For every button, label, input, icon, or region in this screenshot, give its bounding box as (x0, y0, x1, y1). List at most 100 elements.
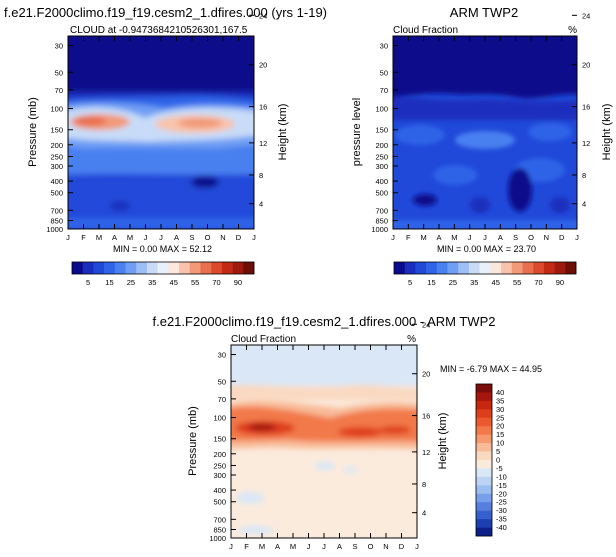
pressure-tick-label: 200 (213, 450, 226, 459)
month-label: J (322, 542, 326, 551)
pressure-tick-label: 700 (50, 206, 63, 215)
colorbar-frame (393, 261, 577, 275)
colorbar-label: 35 (148, 278, 156, 287)
month-label: O (205, 233, 211, 242)
colorbar-label: 35 (470, 278, 478, 287)
colorbar-label: -30 (496, 506, 507, 515)
colorbar-swatch (476, 426, 492, 435)
pressure-tick-label: 100 (50, 105, 63, 114)
colorbar-swatch (476, 392, 492, 402)
colorbar-label: 10 (496, 439, 504, 448)
colorbar-swatch (490, 262, 502, 274)
colorbar-swatch (476, 502, 492, 511)
pressure-tick-label: 400 (50, 177, 63, 186)
colorbar-label: 55 (513, 278, 521, 287)
height-tick-label: 20 (582, 61, 590, 70)
pressure-tick-label: 850 (213, 525, 226, 534)
colorbar-label: -5 (496, 464, 503, 473)
month-label: A (436, 233, 441, 242)
colorbar-label: 15 (496, 430, 504, 439)
month-label: J (575, 233, 579, 242)
colorbar-swatch (179, 262, 191, 274)
pressure-tick-label: 100 (213, 414, 226, 423)
pressure-tick-label: 250 (213, 461, 226, 470)
month-label: S (513, 233, 518, 242)
month-label: F (81, 233, 86, 242)
model-stats: MIN = 0.00 MAX = 52.12 (113, 244, 212, 254)
colorbar-swatch (104, 262, 116, 274)
model-subtitle-left: CLOUD at -0.9473684210526301,167.5 (70, 25, 248, 36)
obs-ylabel: pressure level (351, 98, 363, 166)
colorbar-swatch (93, 262, 105, 274)
pressure-tick-label: 150 (375, 126, 388, 135)
month-label: A (112, 233, 117, 242)
height-tick-label: 8 (582, 171, 586, 180)
diff-subtitle-right: % (407, 334, 416, 345)
month-label: J (468, 233, 472, 242)
month-label: D (399, 542, 405, 551)
pressure-tick-label: 50 (218, 377, 226, 386)
height-tick-label: 4 (582, 200, 586, 209)
colorbar-label: -25 (496, 498, 507, 507)
model-ylabel: Pressure (mb) (27, 97, 39, 167)
colorbar-swatch (476, 493, 492, 503)
colorbar-label: 40 (496, 388, 504, 397)
model-panel: f.e21.F2000climo.f19_f19.cesm2_1.dfires.… (4, 5, 327, 287)
colorbar-swatch (476, 485, 492, 495)
colorbar-label: 90 (556, 278, 564, 287)
colorbar-swatch (168, 262, 180, 274)
month-label: M (451, 233, 457, 242)
height-tick-label: 12 (422, 448, 430, 457)
colorbar-swatch (221, 262, 233, 274)
pressure-tick-label: 1000 (209, 534, 226, 543)
month-label: M (127, 233, 133, 242)
colorbar-label: 5 (86, 278, 90, 287)
colorbar-label: -15 (496, 481, 507, 490)
pressure-tick-label: 1000 (46, 225, 63, 234)
diff-stats: MIN = -6.79 MAX = 44.95 (440, 364, 542, 374)
pressure-tick-label: 50 (55, 68, 63, 77)
height-tick-label: 24 (422, 320, 430, 329)
colorbar-swatch (426, 262, 438, 274)
colorbar-swatch (189, 262, 201, 274)
month-label: J (66, 233, 70, 242)
pressure-tick-label: 30 (218, 351, 226, 360)
pressure-tick-label: 850 (50, 216, 63, 225)
month-label: J (252, 233, 256, 242)
model-colorbar: 5 15 25 35 45 55 70 90 (71, 261, 255, 287)
colorbar-swatch (479, 262, 491, 274)
colorbar-label: 25 (127, 278, 135, 287)
pressure-tick-label: 700 (213, 515, 226, 524)
pressure-tick-label: 250 (50, 152, 63, 161)
month-label: N (220, 233, 225, 242)
colorbar-swatch (125, 262, 137, 274)
pressure-tick-label: 30 (380, 42, 388, 51)
colorbar-swatch (211, 262, 223, 274)
colorbar-swatch (476, 409, 492, 419)
height-tick-label: 16 (422, 412, 430, 421)
pressure-tick-label: 70 (380, 86, 388, 95)
colorbar-label: 15 (427, 278, 435, 287)
pressure-tick-label: 150 (50, 126, 63, 135)
pressure-tick-label: 30 (55, 42, 63, 51)
height-tick-label: 24 (582, 11, 590, 20)
obs-subtitle-right: % (568, 25, 577, 36)
pressure-tick-label: 400 (375, 177, 388, 186)
model-title: f.e21.F2000climo.f19_f19.cesm2_1.dfires.… (4, 5, 327, 20)
colorbar-swatch (533, 262, 545, 274)
obs-panel: ARM TWP2 Cloud Fraction % 30 50 70 100 150 20… (351, 5, 613, 287)
month-label: J (144, 233, 148, 242)
height-tick-label: 16 (582, 103, 590, 112)
colorbar-swatch (476, 384, 492, 393)
colorbar-label: -40 (496, 523, 507, 532)
colorbar-label: 90 (234, 278, 242, 287)
month-label: S (189, 233, 194, 242)
pressure-tick-label: 500 (50, 189, 63, 198)
height-tick-label: 8 (422, 480, 426, 489)
month-label: M (421, 233, 427, 242)
colorbar-label: 0 (496, 456, 500, 465)
pressure-tick-label: 70 (55, 86, 63, 95)
colorbar-swatch (394, 262, 406, 274)
